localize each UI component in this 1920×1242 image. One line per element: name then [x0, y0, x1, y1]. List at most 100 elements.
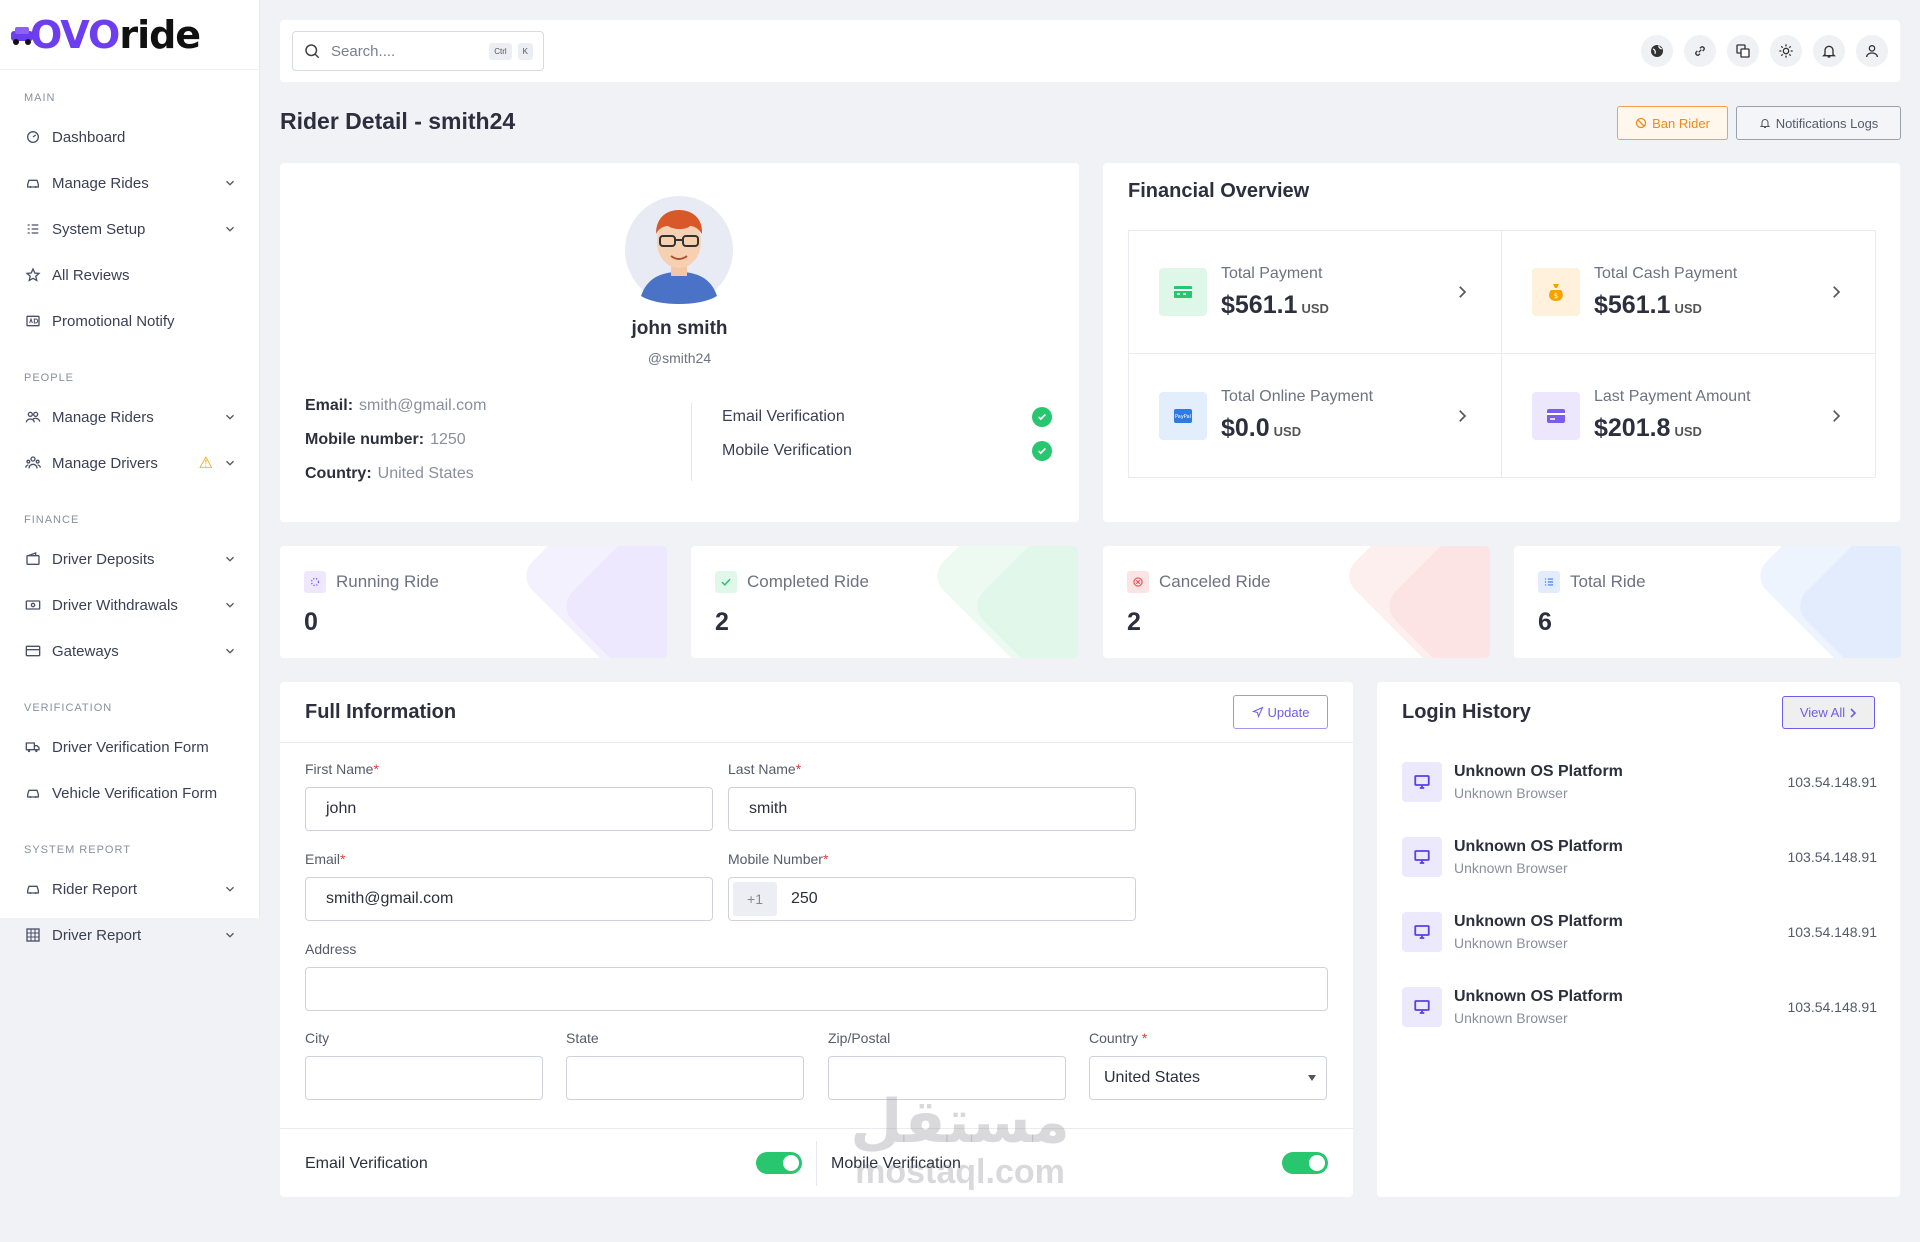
login-history-header: Login History View All	[1377, 682, 1900, 743]
sidebar-item-manage-riders[interactable]: Manage Riders	[0, 394, 259, 440]
sidebar-item-vehicle-verification-form[interactable]: Vehicle Verification Form	[0, 770, 259, 816]
sidebar-item-manage-rides[interactable]: Manage Rides	[0, 160, 259, 206]
link-icon[interactable]	[1684, 35, 1716, 67]
chevron-down-icon[interactable]	[223, 644, 237, 658]
car-icon	[24, 174, 42, 192]
email-key: Email:	[305, 397, 354, 414]
financial-overview-card: Financial Overview Total Payment $561.1 US…	[1103, 163, 1900, 522]
translate-icon[interactable]	[1727, 35, 1759, 67]
chevron-right-icon	[1850, 707, 1857, 718]
nav-section-title: PEOPLE	[24, 372, 75, 384]
money-bag-icon: $	[1532, 268, 1580, 316]
chevron-down-icon[interactable]	[223, 552, 237, 566]
sidebar-item-promotional-notify[interactable]: Promotional Notify	[0, 298, 259, 344]
login-os: Unknown OS Platform	[1454, 913, 1623, 930]
country-key: Country:	[305, 465, 372, 482]
page-title: Rider Detail - smith24	[280, 108, 516, 134]
notification-logs-button[interactable]: Notifications Logs	[1736, 106, 1901, 140]
sidebar-item-label: Driver Deposits	[52, 550, 155, 568]
stat-icon	[715, 571, 737, 593]
sidebar-item-driver-withdrawals[interactable]: Driver Withdrawals	[0, 582, 259, 628]
mobile-verification-toggle[interactable]	[1282, 1152, 1328, 1174]
sun-icon[interactable]	[1770, 35, 1802, 67]
email-verification-toggle[interactable]	[756, 1152, 802, 1174]
stat-card-running-ride[interactable]: Running Ride 0	[280, 546, 667, 658]
address-label: Address	[305, 941, 357, 957]
country-select-value: United States	[1104, 1069, 1201, 1086]
state-field: State	[566, 1030, 804, 1100]
stat-card-total-ride[interactable]: Total Ride 6	[1514, 546, 1901, 658]
sidebar-item-all-reviews[interactable]: All Reviews	[0, 252, 259, 298]
sidebar-item-rider-report[interactable]: Rider Report	[0, 866, 259, 912]
ad-icon	[24, 312, 42, 330]
financial-item-total-online-payment[interactable]: PayPal Total Online Payment $0.0 USD	[1129, 354, 1502, 477]
country-select[interactable]: United States	[1089, 1056, 1327, 1100]
state-input[interactable]	[566, 1056, 804, 1100]
view-all-button[interactable]: View All	[1782, 696, 1875, 729]
sidebar-item-dashboard[interactable]: Dashboard	[0, 114, 259, 160]
update-button[interactable]: Update	[1233, 695, 1328, 729]
chevron-down-icon[interactable]	[223, 410, 237, 424]
chevron-right-icon[interactable]	[1827, 407, 1845, 425]
chevron-down-icon[interactable]	[223, 456, 237, 470]
chevron-right-icon[interactable]	[1827, 283, 1845, 301]
zip-input[interactable]	[828, 1056, 1066, 1100]
bell-icon	[1759, 119, 1770, 128]
sidebar-item-label: Manage Drivers	[52, 454, 158, 472]
currency-label: USD	[1674, 300, 1702, 316]
financial-item-last-payment-amount[interactable]: Last Payment Amount $201.8 USD	[1502, 354, 1875, 477]
first-name-label: First Name	[305, 761, 374, 777]
check-icon	[1032, 407, 1052, 427]
divider	[691, 403, 692, 481]
ban-rider-button[interactable]: Ban Rider	[1617, 106, 1728, 140]
financial-value: $561.1	[1221, 290, 1298, 319]
stat-label: Canceled Ride	[1159, 572, 1271, 591]
first-name-input[interactable]: john	[305, 787, 713, 831]
city-input[interactable]	[305, 1056, 543, 1100]
sidebar-item-driver-report[interactable]: Driver Report	[0, 912, 259, 958]
chevron-right-icon[interactable]	[1453, 407, 1471, 425]
mobile-input-group[interactable]: +1 250	[728, 877, 1136, 921]
required-mark: *	[1138, 1030, 1148, 1046]
last-name-label: Last Name	[728, 761, 796, 777]
email-input[interactable]: smith@gmail.com	[305, 877, 713, 921]
divider	[816, 1141, 817, 1186]
chevron-down-icon[interactable]	[223, 222, 237, 236]
user-icon[interactable]	[1856, 35, 1888, 67]
address-input[interactable]	[305, 967, 1328, 1011]
chevron-down-icon[interactable]	[223, 598, 237, 612]
sidebar-item-manage-drivers[interactable]: Manage Drivers ⚠	[0, 440, 259, 486]
mobile-input[interactable]: 250	[791, 890, 818, 907]
sidebar-item-gateways[interactable]: Gateways	[0, 628, 259, 674]
required-mark: *	[822, 851, 829, 867]
sidebar-item-system-setup[interactable]: System Setup	[0, 206, 259, 252]
last-name-input[interactable]: smith	[728, 787, 1136, 831]
svg-text:PayPal: PayPal	[1175, 414, 1191, 420]
nav-section-title: MAIN	[24, 92, 56, 104]
brand-logo[interactable]: OVO ride	[0, 0, 259, 70]
search-box[interactable]: Search.... Ctrl K	[292, 31, 544, 71]
mobile-field: Mobile Number* +1 250	[728, 851, 1136, 921]
chevron-down-icon[interactable]	[223, 176, 237, 190]
car-icon	[24, 880, 42, 898]
kbd-k: K	[517, 42, 533, 60]
email-value: smith@gmail.com	[359, 397, 487, 414]
wallet-icon	[24, 550, 42, 568]
stat-label: Total Ride	[1570, 572, 1646, 591]
sidebar-item-driver-verification-form[interactable]: Driver Verification Form	[0, 724, 259, 770]
chevron-right-icon[interactable]	[1453, 283, 1471, 301]
chevron-down-icon[interactable]	[223, 928, 237, 942]
search-input[interactable]: Search....	[331, 42, 396, 60]
email-verification-toggle-label: Email Verification	[305, 1154, 428, 1172]
globe-icon[interactable]	[1641, 35, 1673, 67]
login-history-item: Unknown OS Platform Unknown Browser 103.54…	[1402, 982, 1877, 1032]
sidebar-item-driver-deposits[interactable]: Driver Deposits	[0, 536, 259, 582]
profile-name: john smith	[631, 318, 728, 339]
financial-item-total-payment[interactable]: Total Payment $561.1 USD	[1129, 231, 1502, 354]
bell-icon[interactable]	[1813, 35, 1845, 67]
stat-card-completed-ride[interactable]: Completed Ride 2	[691, 546, 1078, 658]
view-all-label: View All	[1799, 705, 1846, 720]
financial-item-total-cash-payment[interactable]: $ Total Cash Payment $561.1 USD	[1502, 231, 1875, 354]
chevron-down-icon[interactable]	[223, 882, 237, 896]
stat-card-canceled-ride[interactable]: Canceled Ride 2	[1103, 546, 1490, 658]
